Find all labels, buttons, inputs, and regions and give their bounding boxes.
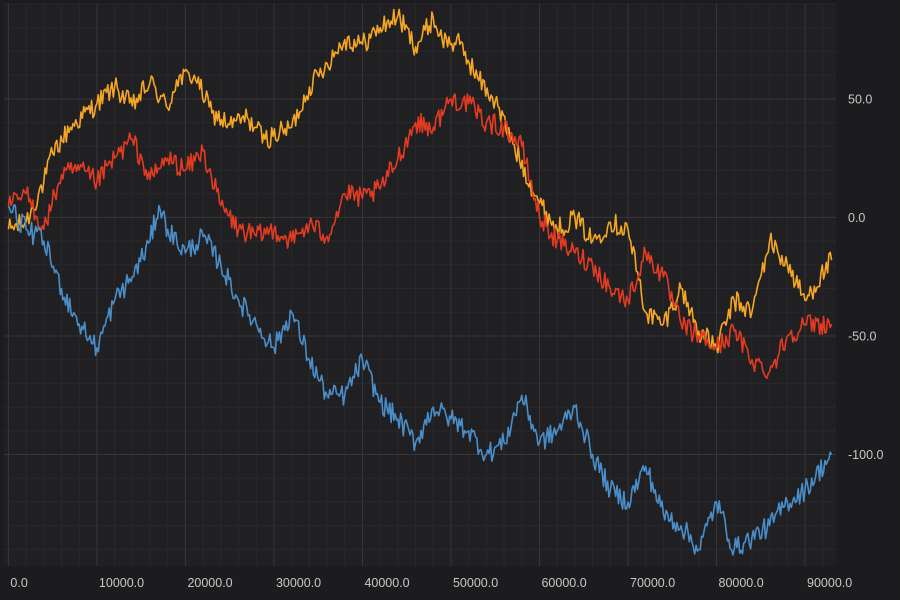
x-tick-label: 0.0: [10, 576, 27, 590]
x-tick-label: 50000.0: [453, 576, 498, 590]
x-tick-label: 20000.0: [187, 576, 232, 590]
series-line-2: [7, 93, 833, 379]
series-line-1: [7, 8, 833, 354]
x-tick-label: 70000.0: [630, 576, 675, 590]
series-line-3: [7, 204, 833, 556]
x-axis: 0.0 10000.0 20000.0 30000.0 40000.0 50000.0 60…: [10, 576, 852, 590]
x-tick-label: 80000.0: [719, 576, 764, 590]
plot-background: [4, 4, 836, 566]
y-tick-label: 0.0: [848, 211, 865, 225]
x-tick-label: 10000.0: [99, 576, 144, 590]
y-tick-label: -50.0: [848, 329, 877, 343]
series-layer: [7, 8, 833, 556]
x-tick-label: 30000.0: [276, 576, 321, 590]
x-tick-label: 40000.0: [364, 576, 409, 590]
major-grid: [4, 4, 836, 566]
x-tick-label: 90000.0: [807, 576, 852, 590]
x-tick-label: 60000.0: [541, 576, 586, 590]
y-axis: 50.0 0.0 -50.0 -100.0: [848, 92, 883, 462]
y-tick-label: 50.0: [848, 92, 872, 106]
y-tick-label: -100.0: [848, 448, 883, 462]
